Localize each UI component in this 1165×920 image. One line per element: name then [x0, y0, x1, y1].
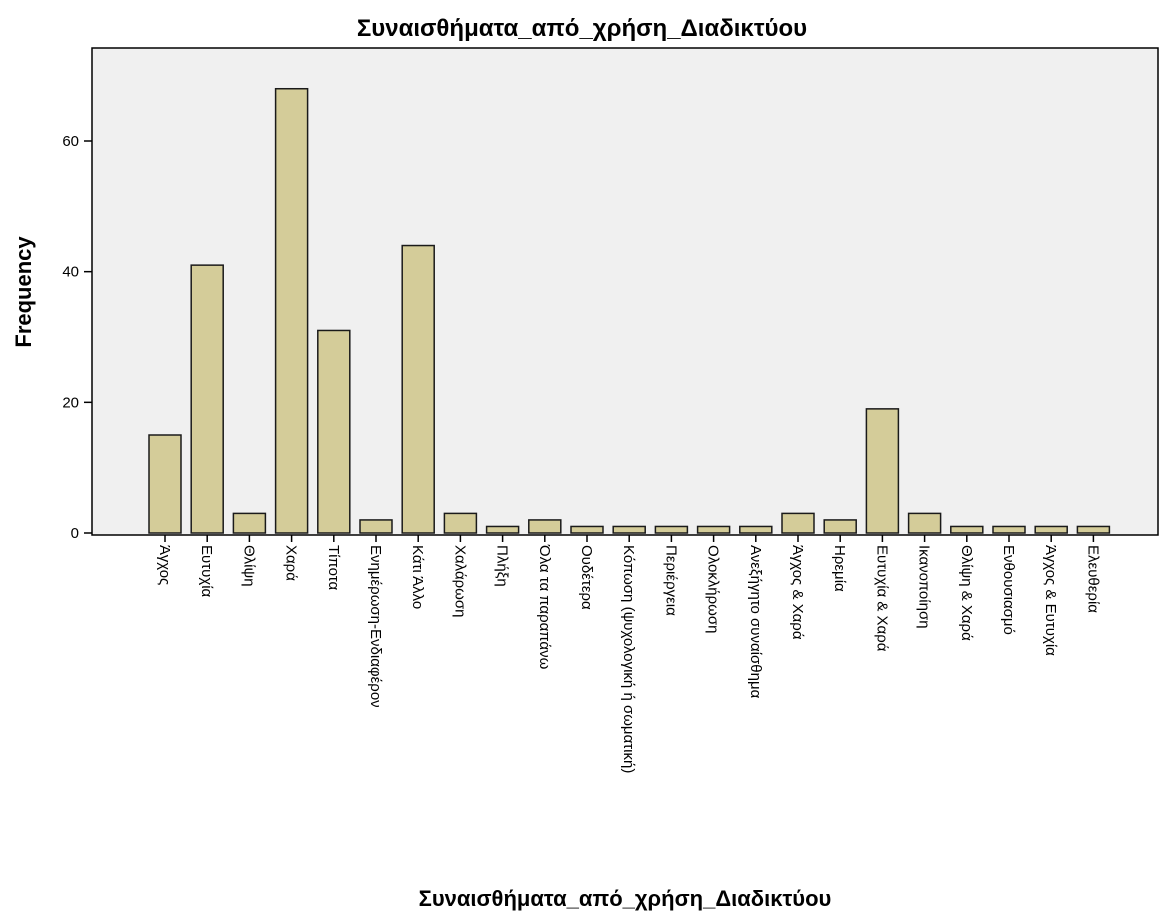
bar	[654, 525, 689, 534]
x-tick-label: Χαρά	[283, 545, 300, 581]
x-tick-label: Άγχος	[156, 545, 173, 585]
bar	[865, 408, 900, 534]
bar	[485, 525, 520, 534]
bar	[443, 512, 478, 534]
plot-area	[91, 47, 1159, 536]
bar	[359, 519, 393, 534]
x-tick-label: Τίποτα	[325, 545, 342, 590]
bar	[612, 525, 646, 534]
x-axis-labels: Άγχος Ευτυχία Θλίψη Χαρά Τίποτα Ενημέρωση-Ενδ…	[156, 535, 1101, 773]
bar	[570, 525, 604, 534]
bar	[1076, 525, 1111, 534]
x-tick-label: Περιέργεια	[662, 545, 679, 616]
y-tick-label: 60	[62, 133, 79, 150]
bar	[274, 87, 309, 534]
bar	[739, 525, 773, 534]
bar	[992, 525, 1026, 534]
x-axis-title: Συναισθήματα_από_χρήση_Διαδικτύου	[419, 886, 832, 911]
y-axis: 0 20 40 60	[62, 133, 92, 542]
y-tick-label: 40	[62, 264, 79, 281]
x-tick-label: Όλα τα παραπάνω	[536, 544, 553, 670]
bar	[317, 329, 351, 534]
x-tick-label: Ολοκλήρωση	[705, 545, 722, 633]
x-tick-label: Ηρεμία	[831, 545, 848, 592]
bar	[823, 519, 857, 534]
x-tick-label: Ουδέτερα	[578, 545, 595, 610]
bars	[148, 87, 1111, 534]
x-tick-label: Χαλάρωση	[451, 545, 468, 617]
x-tick-label: Ενθουσιασμό	[1000, 545, 1017, 635]
x-tick-label: Θλίψη & Χαρά	[958, 545, 975, 641]
bar	[528, 519, 562, 534]
bar	[148, 434, 182, 534]
x-tick-label: Θλίψη	[240, 545, 257, 587]
x-tick-label: Ελευθερία	[1084, 545, 1101, 613]
bar	[401, 244, 435, 534]
bar	[1034, 525, 1068, 534]
x-tick-label: Κόπωση (ψυχολογική ή σωματική)	[620, 545, 637, 773]
bar	[696, 525, 731, 534]
x-tick-label: Ευτυχία	[198, 545, 215, 598]
x-tick-label: Άγχος & Ευτυχία	[1042, 545, 1059, 656]
x-tick-label: Κάτι Άλλο	[409, 545, 426, 609]
x-tick-label: Ευτυχία & Χαρά	[873, 545, 890, 652]
bar	[232, 512, 267, 534]
chart-title: Συναισθήματα_από_χρήση_Διαδικτύου	[357, 15, 807, 42]
bar	[781, 512, 815, 534]
x-tick-label: Πλήξη	[494, 545, 511, 587]
x-tick-label: Άγχος & Χαρά	[789, 545, 806, 640]
y-tick-label: 0	[71, 525, 79, 542]
x-tick-label: Ενημέρωση-Ενδιαφέρον	[367, 545, 384, 708]
x-tick-label: Ικανοποίηση	[916, 545, 933, 629]
bar	[907, 512, 942, 534]
y-axis-title: Frequency	[11, 236, 36, 348]
bar	[950, 525, 984, 534]
y-tick-label: 20	[62, 394, 79, 411]
bar	[190, 264, 224, 534]
x-tick-label: Ανεξήγητο συναίσθημα	[747, 545, 764, 699]
